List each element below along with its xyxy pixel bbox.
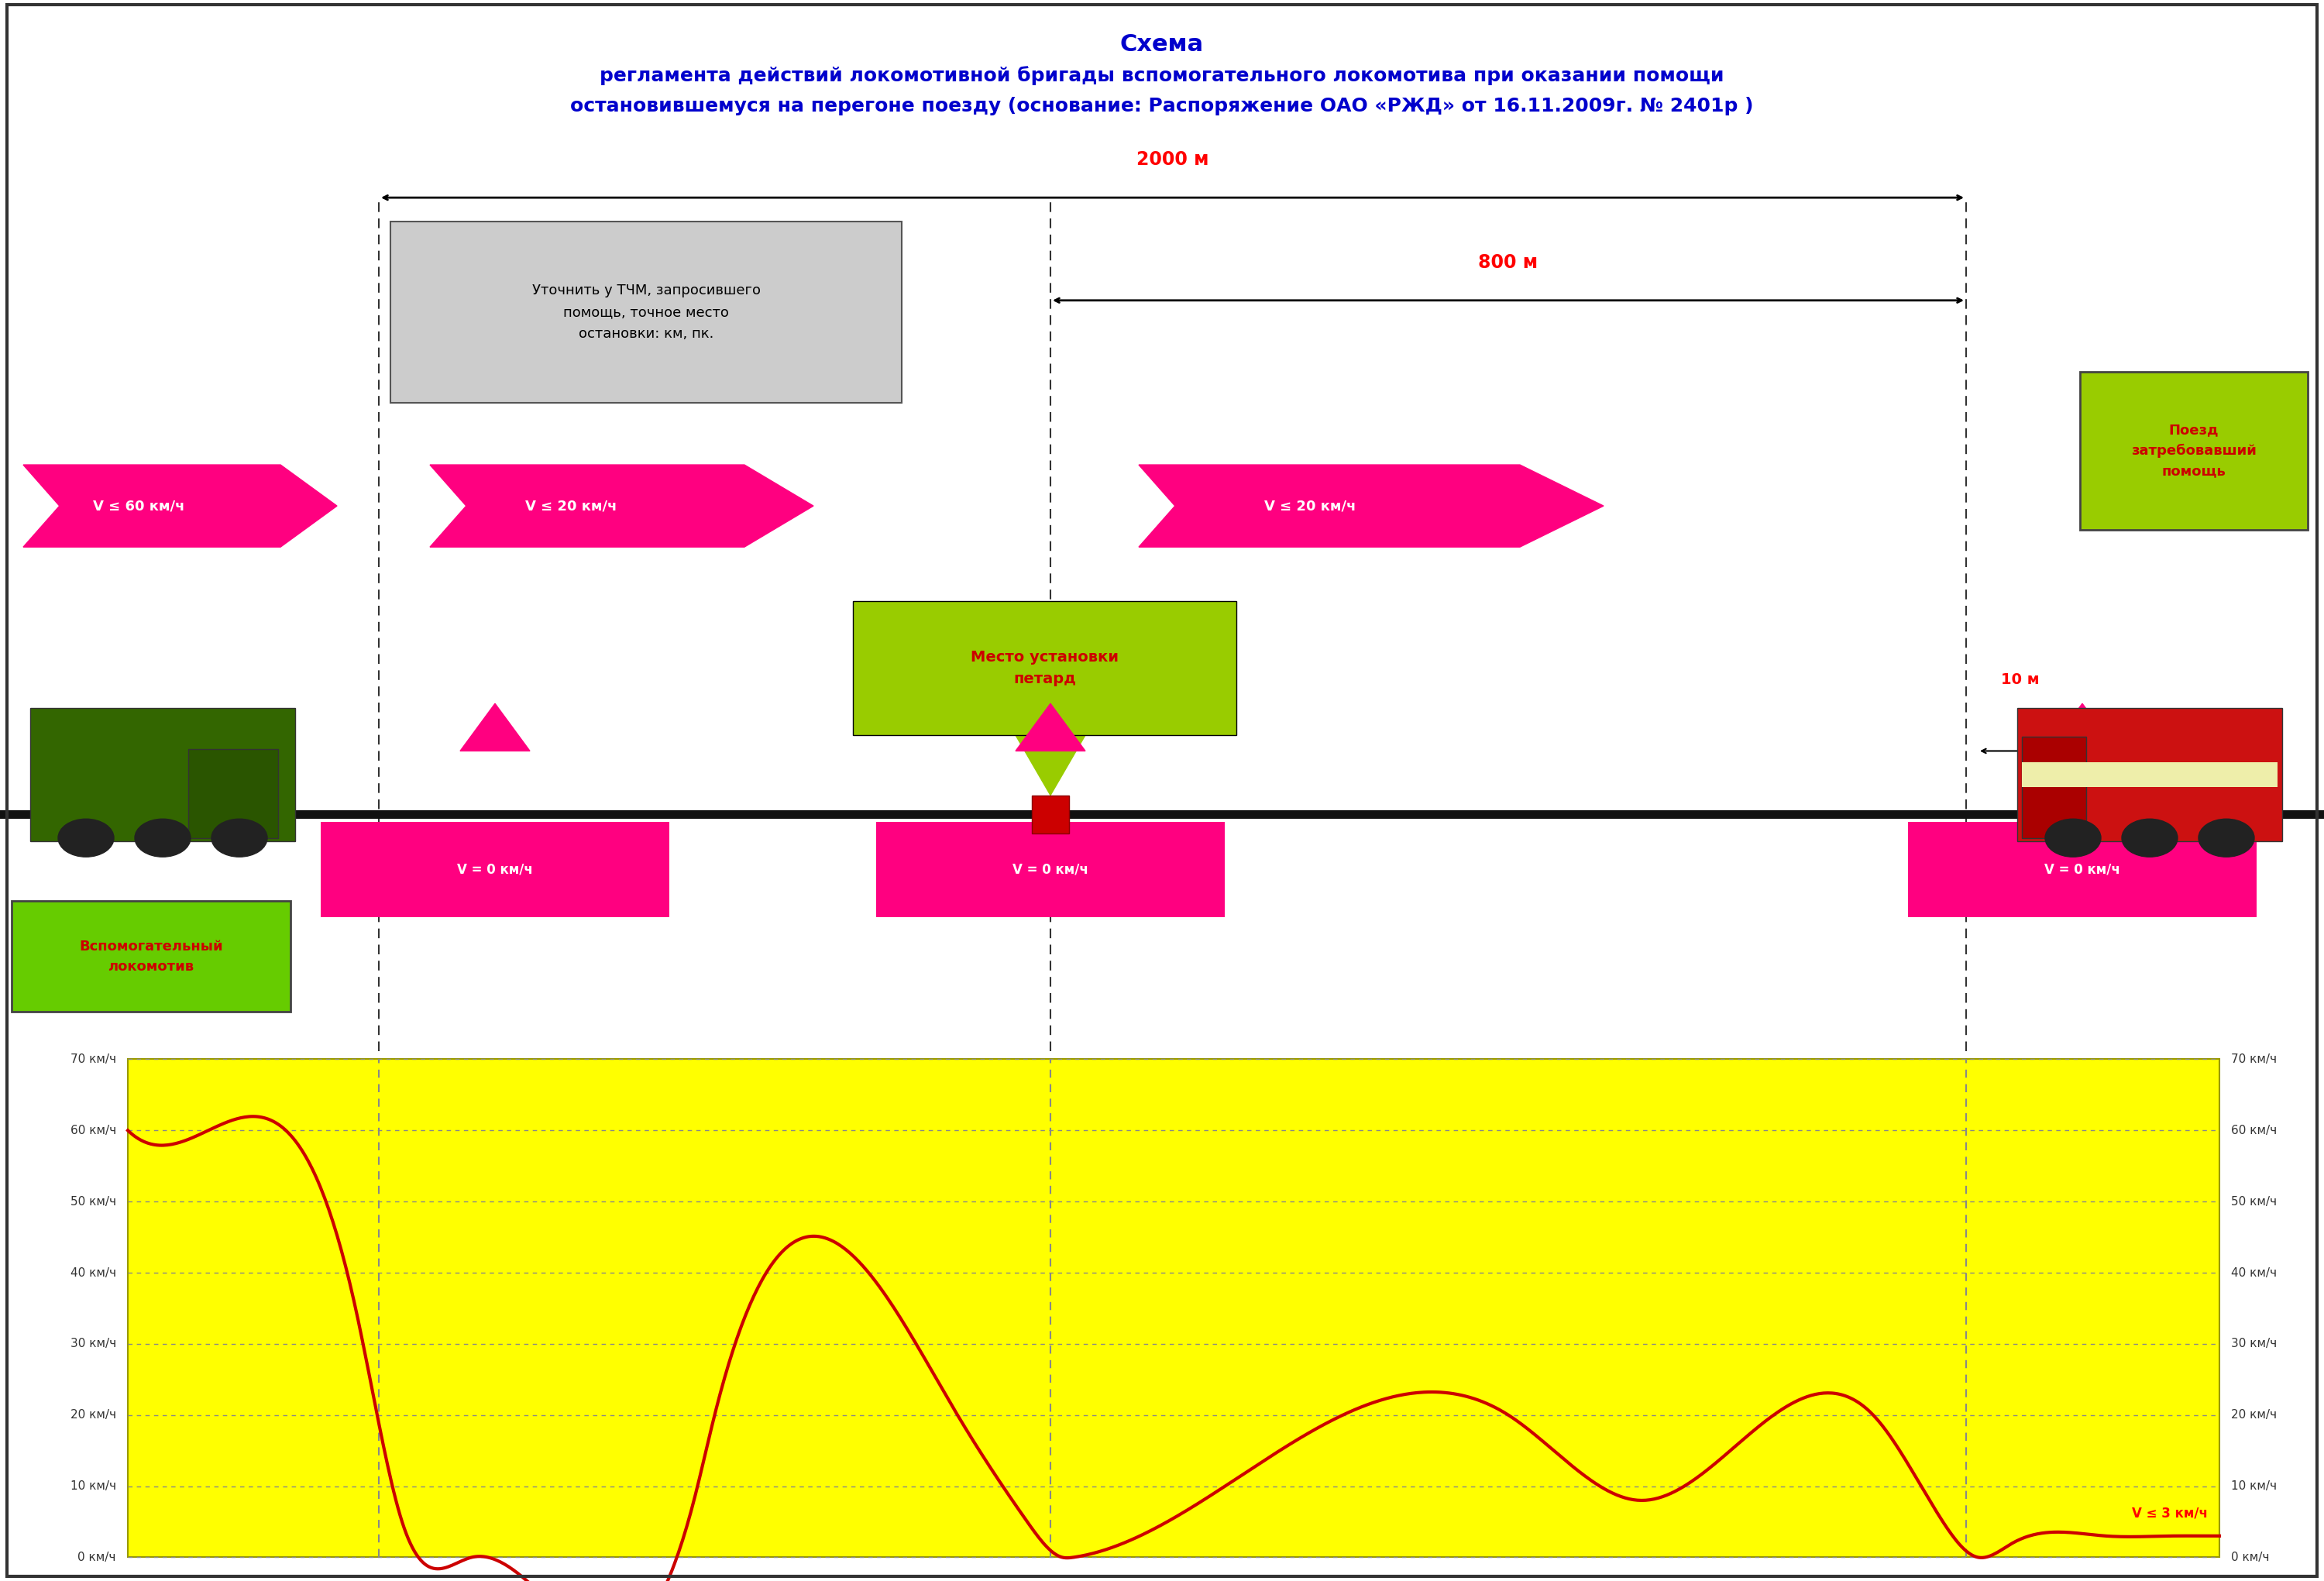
Text: 40 км/ч: 40 км/ч [70, 1266, 116, 1279]
Text: Схема: Схема [1120, 33, 1204, 55]
Text: 2000 м: 2000 м [1136, 150, 1208, 169]
Polygon shape [460, 704, 530, 751]
FancyBboxPatch shape [876, 822, 1225, 917]
Text: 800 м: 800 м [1478, 253, 1538, 272]
Text: V ≤ 3 км/ч: V ≤ 3 км/ч [2131, 1507, 2208, 1521]
FancyBboxPatch shape [12, 901, 290, 1012]
Text: 30 км/ч: 30 км/ч [70, 1338, 116, 1350]
Text: V = 0 км/ч: V = 0 км/ч [2045, 863, 2119, 876]
Text: Вспомогательный
локомотив: Вспомогательный локомотив [79, 939, 223, 974]
FancyBboxPatch shape [1908, 822, 2257, 917]
Circle shape [2122, 819, 2178, 857]
Text: 20 км/ч: 20 км/ч [2231, 1409, 2278, 1421]
Text: Место установки
петард: Место установки петард [971, 650, 1118, 686]
Polygon shape [1139, 465, 1604, 547]
FancyBboxPatch shape [2080, 372, 2308, 530]
Text: регламента действий локомотивной бригады вспомогательного локомотива при оказани: регламента действий локомотивной бригады… [600, 66, 1724, 85]
FancyBboxPatch shape [2022, 762, 2278, 787]
Text: 70 км/ч: 70 км/ч [2231, 1053, 2278, 1066]
Circle shape [211, 819, 267, 857]
FancyBboxPatch shape [30, 708, 295, 841]
Polygon shape [23, 465, 337, 547]
Polygon shape [1016, 735, 1085, 795]
FancyBboxPatch shape [2022, 737, 2087, 838]
Circle shape [58, 819, 114, 857]
FancyBboxPatch shape [321, 822, 669, 917]
Text: 10 км/ч: 10 км/ч [70, 1480, 116, 1492]
Text: 0 км/ч: 0 км/ч [79, 1551, 116, 1564]
Circle shape [2045, 819, 2101, 857]
Text: остановившемуся на перегоне поезду (основание: Распоряжение ОАО «РЖД» от 16.11.2: остановившемуся на перегоне поезду (осно… [569, 96, 1755, 115]
FancyBboxPatch shape [188, 749, 279, 838]
Text: 50 км/ч: 50 км/ч [70, 1195, 116, 1208]
FancyBboxPatch shape [1032, 795, 1069, 833]
FancyBboxPatch shape [2017, 708, 2282, 841]
Text: 70 км/ч: 70 км/ч [70, 1053, 116, 1066]
Polygon shape [1016, 704, 1085, 751]
FancyBboxPatch shape [390, 221, 902, 403]
Circle shape [2199, 819, 2254, 857]
Text: V = 0 км/ч: V = 0 км/ч [458, 863, 532, 876]
Text: 20 км/ч: 20 км/ч [70, 1409, 116, 1421]
Text: Уточнить у ТЧМ, запросившего
помощь, точное место
остановки: км, пк.: Уточнить у ТЧМ, запросившего помощь, точ… [532, 283, 760, 341]
Text: 10 м: 10 м [2001, 672, 2040, 688]
Text: 60 км/ч: 60 км/ч [2231, 1124, 2278, 1137]
FancyBboxPatch shape [128, 1059, 2219, 1557]
Text: 50 км/ч: 50 км/ч [2231, 1195, 2278, 1208]
Text: 30 км/ч: 30 км/ч [2231, 1338, 2278, 1350]
Circle shape [135, 819, 191, 857]
Text: 0 км/ч: 0 км/ч [2231, 1551, 2268, 1564]
Polygon shape [430, 465, 813, 547]
Text: Поезд
затребовавший
помощь: Поезд затребовавший помощь [2131, 424, 2257, 477]
Polygon shape [2047, 704, 2117, 751]
FancyBboxPatch shape [853, 601, 1236, 735]
Text: 40 км/ч: 40 км/ч [2231, 1266, 2278, 1279]
Text: 10 км/ч: 10 км/ч [2231, 1480, 2278, 1492]
Text: V ≤ 20 км/ч: V ≤ 20 км/ч [1264, 500, 1357, 512]
Text: V = 0 км/ч: V = 0 км/ч [1013, 863, 1088, 876]
Text: V ≤ 20 км/ч: V ≤ 20 км/ч [525, 500, 618, 512]
Text: 60 км/ч: 60 км/ч [70, 1124, 116, 1137]
Text: V ≤ 60 км/ч: V ≤ 60 км/ч [93, 500, 186, 512]
